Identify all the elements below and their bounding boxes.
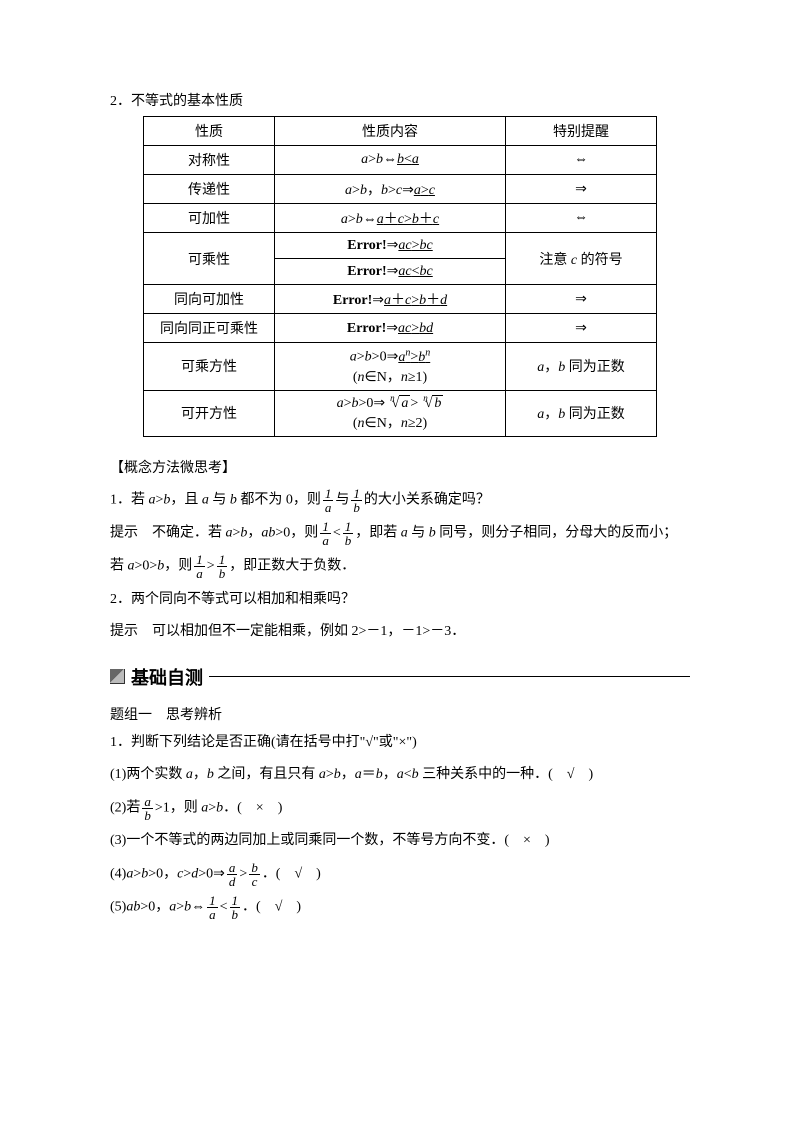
table-cell-hint: ⇔ bbox=[506, 204, 657, 233]
frac-a-over-d: ad bbox=[227, 861, 238, 888]
text: ．( √ ) bbox=[242, 900, 301, 915]
text: 提示 不确定．若 a>b，ab>0，则 bbox=[110, 526, 318, 541]
g1-i4: (4)a>b>0，c>d>0⇒ad>bc．( √ ) bbox=[110, 861, 690, 888]
text: (5)ab>0，a>b⇔ bbox=[110, 900, 205, 915]
text: a>b，且 a 与 b 都不为 0，则 bbox=[149, 492, 321, 507]
table-cell-hint: ⇒ bbox=[506, 175, 657, 204]
banner-text: 基础自测 bbox=[131, 664, 203, 690]
table-cell-hint: a，b 同为正数 bbox=[506, 343, 657, 391]
g1-i1: (1)两个实数 a，b 之间，有且只有 a>b，a＝b，a<b 三种关系中的一种… bbox=[110, 762, 690, 789]
text: 1．若 bbox=[110, 492, 149, 507]
table-cell-content: Error!⇒a＋c>b＋d bbox=[275, 285, 506, 314]
th-name: 性质 bbox=[144, 117, 275, 146]
frac-1-over-a: 1a bbox=[207, 894, 218, 921]
banner-icon bbox=[110, 669, 125, 684]
table-cell-hint: ⇔ bbox=[506, 146, 657, 175]
table-cell-content: Error!⇒ac<bc bbox=[275, 259, 506, 285]
text: >1，则 a>b．( × ) bbox=[155, 801, 283, 816]
frac-1-over-b: 1b bbox=[217, 553, 228, 580]
section-title: 2．不等式的基本性质 bbox=[110, 90, 690, 110]
th-content: 性质内容 bbox=[275, 117, 506, 146]
table-cell-name: 对称性 bbox=[144, 146, 275, 175]
thinking-heading: 【概念方法微思考】 bbox=[110, 457, 690, 477]
table-cell-content: Error!⇒ac>bd bbox=[275, 314, 506, 343]
text: (4)a>b>0，c>d>0⇒ bbox=[110, 867, 225, 882]
frac-a-over-b: ab bbox=[142, 795, 153, 822]
table-cell-name: 可乘方性 bbox=[144, 343, 275, 391]
table-cell-name: 可加性 bbox=[144, 204, 275, 233]
frac-1-over-b: 1b bbox=[230, 894, 241, 921]
think-q1: 1．若 a>b，且 a 与 b 都不为 0，则1a与1b的大小关系确定吗？ bbox=[110, 487, 690, 514]
think-a1: 提示 不确定．若 a>b，ab>0，则1a<1b，即若 a 与 b 同号，则分子… bbox=[110, 520, 690, 547]
group1-head: 题组一 思考辨析 bbox=[110, 704, 690, 724]
table-cell-hint: 注意 c 的符号 bbox=[506, 233, 657, 285]
table-cell-content: a>b⇔a＋c>b＋c bbox=[275, 204, 506, 233]
table-cell-content: Error!⇒ac>bc bbox=[275, 233, 506, 259]
think-q2: 2．两个同向不等式可以相加和相乘吗？ bbox=[110, 587, 690, 614]
banner-line bbox=[209, 676, 690, 677]
g1-i2: (2)若ab>1，则 a>b．( × ) bbox=[110, 795, 690, 822]
frac-1-over-a: 1a bbox=[323, 487, 334, 514]
text: (2)若 bbox=[110, 801, 140, 816]
frac-1-over-b: 1b bbox=[351, 487, 362, 514]
frac-1-over-a: 1a bbox=[320, 520, 331, 547]
frac-b-over-c: bc bbox=[249, 861, 260, 888]
table-cell-content: a>b，b>c⇒a>c bbox=[275, 175, 506, 204]
table-cell-content: a>b>0⇒an>bn(n∈N，n≥1) bbox=[275, 343, 506, 391]
table-cell-name: 可开方性 bbox=[144, 390, 275, 436]
table-cell-name: 可乘性 bbox=[144, 233, 275, 285]
text: 若 a>0>b，则 bbox=[110, 559, 192, 574]
text: ，即正数大于负数． bbox=[229, 559, 355, 574]
think-a1b: 若 a>0>b，则1a>1b，即正数大于负数． bbox=[110, 553, 690, 580]
table-cell-name: 同向同正可乘性 bbox=[144, 314, 275, 343]
section-banner: 基础自测 bbox=[110, 664, 690, 690]
g1-i5: (5)ab>0，a>b⇔1a<1b．( √ ) bbox=[110, 894, 690, 921]
table-cell-name: 传递性 bbox=[144, 175, 275, 204]
properties-table: 性质 性质内容 特别提醒 对称性a>b⇔b<a⇔传递性a>b，b>c⇒a>c⇒可… bbox=[143, 116, 657, 437]
table-cell-name: 同向可加性 bbox=[144, 285, 275, 314]
think-a2: 提示 可以相加但不一定能相乘，例如 2>－1，－1>－3． bbox=[110, 619, 690, 646]
table-cell-hint: ⇒ bbox=[506, 285, 657, 314]
th-hint: 特别提醒 bbox=[506, 117, 657, 146]
table-cell-hint: ⇒ bbox=[506, 314, 657, 343]
frac-1-over-a: 1a bbox=[194, 553, 205, 580]
g1-i3: (3)一个不等式的两边同加上或同乘同一个数，不等号方向不变．( × ) bbox=[110, 828, 690, 855]
text: ．( √ ) bbox=[262, 867, 321, 882]
table-cell-content: a>b⇔b<a bbox=[275, 146, 506, 175]
table-cell-content: a>b>0⇒n√a>n√b(n∈N，n≥2) bbox=[275, 390, 506, 436]
g1-q1: 1．判断下列结论是否正确(请在括号中打"√"或"×") bbox=[110, 730, 690, 757]
table-cell-hint: a，b 同为正数 bbox=[506, 390, 657, 436]
text: ，即若 a 与 b 同号，则分子相同，分母大的反而小； bbox=[355, 526, 677, 541]
frac-1-over-b: 1b bbox=[343, 520, 354, 547]
text: 的大小关系确定吗？ bbox=[364, 492, 490, 507]
